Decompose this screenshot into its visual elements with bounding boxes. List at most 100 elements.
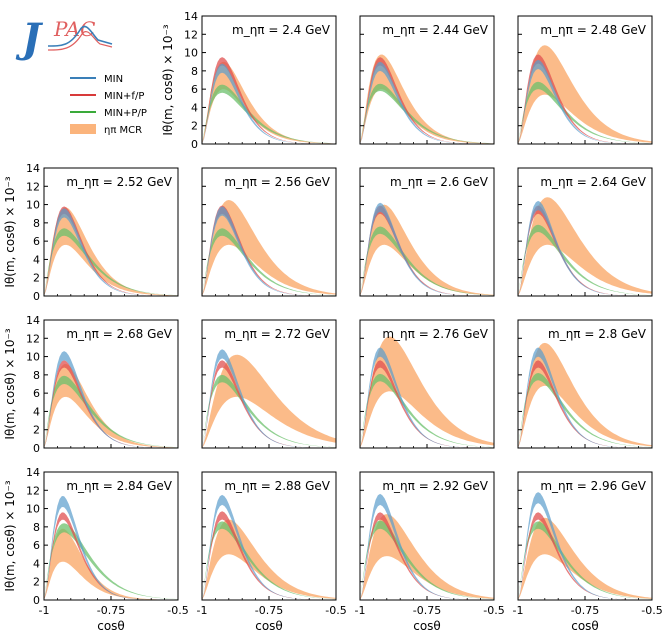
panel-2: m_ηπ = 2.48 GeV	[517, 15, 653, 145]
panel-label: m_ηπ = 2.64 GeV	[540, 175, 646, 189]
panel-3: 0 2 4 6 8 10 12 14 m_ηπ = 2.52 GeV Iθ(m, cosθ) × …	[3, 162, 179, 303]
band-minpp	[518, 224, 652, 296]
ytick-label: 2	[33, 576, 40, 589]
ytick-label: 4	[191, 101, 198, 114]
band-mcr	[202, 519, 336, 600]
legend-label-0: MIN	[104, 74, 123, 85]
ytick-label: 2	[191, 120, 198, 133]
panel-7: 0 2 4 6 8 10 12 14 m_ηπ = 2.68 GeV Iθ(m, cosθ) × …	[3, 314, 179, 455]
ytick-label: 4	[33, 405, 40, 418]
xtick-label: -0.75	[571, 604, 599, 617]
logo-curve	[47, 25, 113, 47]
panel-label: m_ηπ = 2.6 GeV	[390, 175, 489, 189]
ytick-label: 2	[33, 424, 40, 437]
panel-12: -1 -0.75 -0.5 m_ηπ = 2.88 GeV cosθ	[197, 471, 347, 633]
panel-label: m_ηπ = 2.48 GeV	[540, 23, 646, 37]
xtick-label: -1	[355, 604, 366, 617]
legend-label-3: ηπ MCR	[104, 125, 142, 136]
xtick-label: -1	[513, 604, 524, 617]
panel-1: m_ηπ = 2.44 GeV	[359, 15, 495, 145]
xtick-label: -0.5	[167, 604, 188, 617]
band-minpp	[360, 83, 494, 144]
band-mcr	[202, 200, 336, 296]
ytick-label: 8	[33, 369, 40, 382]
ytick-label: 14	[184, 10, 198, 23]
ytick-label: 10	[184, 47, 198, 60]
band-mcr	[202, 354, 336, 448]
panel-label: m_ηπ = 2.8 GeV	[548, 327, 647, 341]
band-mcr	[518, 197, 652, 296]
band-minpp	[360, 520, 494, 600]
xtick-label: -1	[197, 604, 208, 617]
band-minpp	[202, 84, 336, 144]
band-minpp	[44, 228, 178, 296]
ytick-label: 12	[26, 484, 40, 497]
ytick-label: 12	[26, 332, 40, 345]
xtick-label: -1	[39, 604, 50, 617]
panel-label: m_ηπ = 2.92 GeV	[382, 479, 488, 493]
ytick-label: 14	[26, 314, 40, 327]
logo-curve-2	[47, 31, 113, 51]
xtick-label: -0.5	[325, 604, 346, 617]
panel-8: m_ηπ = 2.72 GeV	[201, 319, 337, 449]
ytick-label: 8	[191, 65, 198, 78]
band-min	[44, 496, 178, 600]
panel-label: m_ηπ = 2.84 GeV	[66, 479, 172, 493]
x-axis-label: cosθ	[255, 619, 283, 633]
y-axis-label: Iθ(m, cosθ) × 10⁻³	[161, 24, 175, 135]
band-minpp	[518, 373, 652, 448]
ytick-label: 0	[33, 290, 40, 303]
band-mcr	[44, 207, 178, 296]
band-mcr	[202, 61, 336, 144]
band-minpp	[202, 374, 336, 448]
ytick-label: 6	[33, 539, 40, 552]
panel-6: m_ηπ = 2.64 GeV	[517, 167, 653, 297]
band-minpp	[518, 81, 652, 144]
ytick-label: 6	[191, 83, 198, 96]
panel-label: m_ηπ = 2.52 GeV	[66, 175, 172, 189]
y-axis-label: Iθ(m, cosθ) × 10⁻³	[3, 176, 17, 287]
panel-13: -1 -0.75 -0.5 m_ηπ = 2.92 GeV cosθ	[355, 471, 505, 633]
panel-4: m_ηπ = 2.56 GeV	[201, 167, 337, 297]
band-mcr	[360, 336, 494, 448]
band-mcr	[360, 54, 494, 144]
band-minpp	[360, 226, 494, 296]
ytick-label: 8	[33, 521, 40, 534]
panel-label: m_ηπ = 2.76 GeV	[382, 327, 488, 341]
band-mcr	[518, 45, 652, 144]
panel-14: -1 -0.75 -0.5 m_ηπ = 2.96 GeV cosθ	[513, 471, 663, 633]
logo-j: J	[15, 15, 44, 62]
ytick-label: 10	[26, 351, 40, 364]
xtick-label: -0.75	[97, 604, 125, 617]
panel-label: m_ηπ = 2.72 GeV	[224, 327, 330, 341]
ytick-label: 4	[33, 557, 40, 570]
y-axis-label: Iθ(m, cosθ) × 10⁻³	[3, 328, 17, 439]
panel-5: m_ηπ = 2.6 GeV	[359, 167, 495, 297]
ytick-label: 12	[184, 28, 198, 41]
band-mcr	[360, 204, 494, 296]
panel-0: 0 2 4 6 8 10 12 14 m_ηπ = 2.4 GeV Iθ(m, cosθ) × 1…	[161, 10, 337, 151]
panel-label: m_ηπ = 2.96 GeV	[540, 479, 646, 493]
x-axis-label: cosθ	[413, 619, 441, 633]
ytick-label: 4	[33, 253, 40, 266]
xtick-label: -0.75	[255, 604, 283, 617]
panel-label: m_ηπ = 2.4 GeV	[232, 23, 331, 37]
xtick-label: -0.5	[483, 604, 504, 617]
panel-10: m_ηπ = 2.8 GeV	[517, 319, 653, 449]
ytick-label: 14	[26, 162, 40, 175]
ytick-label: 14	[26, 466, 40, 479]
legend-label-1: MIN+f/P	[104, 91, 144, 102]
ytick-label: 12	[26, 180, 40, 193]
band-mcr	[518, 342, 652, 448]
ytick-label: 0	[33, 442, 40, 455]
xtick-label: -0.5	[641, 604, 662, 617]
panel-11: 0 2 4 6 8 10 12 14 -1 -0.75 -0.5 m_ηπ = 2.84 GeV cos…	[3, 466, 189, 633]
x-axis-label: cosθ	[97, 619, 125, 633]
band-minpp	[202, 228, 336, 296]
legend-label-2: MIN+P/P	[104, 108, 147, 119]
ytick-label: 8	[33, 217, 40, 230]
panel-label: m_ηπ = 2.56 GeV	[224, 175, 330, 189]
panel-label: m_ηπ = 2.88 GeV	[224, 479, 330, 493]
panel-label: m_ηπ = 2.68 GeV	[66, 327, 172, 341]
